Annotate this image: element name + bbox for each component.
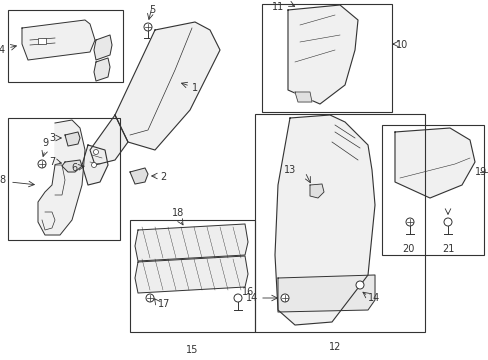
Polygon shape	[278, 275, 374, 312]
Polygon shape	[135, 256, 247, 293]
Polygon shape	[135, 224, 247, 261]
Text: 19: 19	[474, 167, 486, 177]
Polygon shape	[287, 5, 357, 104]
Text: 14: 14	[245, 293, 258, 303]
Polygon shape	[90, 115, 128, 165]
Polygon shape	[94, 35, 112, 60]
Text: 5: 5	[148, 5, 155, 15]
Bar	[8, 10, 123, 82]
Polygon shape	[65, 132, 80, 146]
Text: 7: 7	[49, 157, 55, 167]
Bar	[262, 4, 391, 112]
Bar	[8, 118, 120, 240]
Polygon shape	[294, 92, 311, 102]
Polygon shape	[22, 20, 95, 60]
Circle shape	[443, 218, 451, 226]
Text: 13: 13	[283, 165, 295, 175]
Polygon shape	[38, 120, 85, 235]
Polygon shape	[274, 115, 374, 325]
Text: 10: 10	[395, 40, 407, 50]
Circle shape	[355, 281, 363, 289]
Circle shape	[281, 294, 288, 302]
Text: 12: 12	[328, 342, 341, 352]
Text: 16: 16	[242, 287, 254, 297]
Text: 2: 2	[160, 172, 166, 182]
Bar	[130, 220, 254, 332]
Polygon shape	[94, 58, 110, 81]
Polygon shape	[130, 168, 148, 184]
Circle shape	[91, 162, 96, 167]
Circle shape	[234, 294, 242, 302]
Text: 17: 17	[158, 299, 170, 309]
Circle shape	[38, 160, 46, 168]
Text: 3: 3	[49, 133, 55, 143]
Circle shape	[143, 23, 152, 31]
Bar	[38, 38, 46, 44]
Text: 8: 8	[0, 175, 5, 185]
Text: 6: 6	[72, 163, 78, 173]
Polygon shape	[82, 145, 108, 185]
Circle shape	[405, 218, 413, 226]
Circle shape	[93, 149, 98, 154]
Text: 20: 20	[401, 244, 413, 254]
Text: 9: 9	[42, 138, 48, 148]
Text: 15: 15	[185, 345, 198, 355]
Circle shape	[146, 294, 154, 302]
Text: 18: 18	[172, 208, 184, 218]
Polygon shape	[394, 128, 474, 198]
Polygon shape	[62, 160, 82, 172]
Polygon shape	[115, 22, 220, 150]
Bar	[381, 125, 483, 255]
Text: 1: 1	[192, 83, 198, 93]
Polygon shape	[309, 184, 324, 198]
Text: 14: 14	[367, 293, 380, 303]
Text: 4: 4	[0, 45, 5, 55]
Bar	[254, 114, 424, 332]
Text: 11: 11	[271, 2, 284, 12]
Text: 21: 21	[441, 244, 453, 254]
